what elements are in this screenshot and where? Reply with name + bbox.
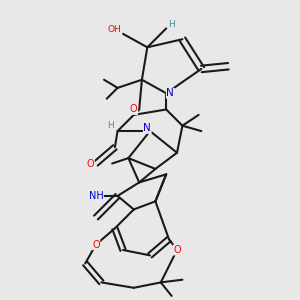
Text: NH: NH [88, 191, 103, 201]
Text: N: N [143, 123, 151, 134]
Text: OH: OH [108, 25, 122, 34]
Text: O: O [173, 245, 181, 255]
Text: N: N [167, 88, 174, 98]
Text: O: O [130, 104, 138, 115]
Text: H: H [168, 20, 175, 29]
Text: O: O [92, 240, 100, 250]
Text: H: H [107, 121, 114, 130]
Text: O: O [87, 158, 94, 169]
